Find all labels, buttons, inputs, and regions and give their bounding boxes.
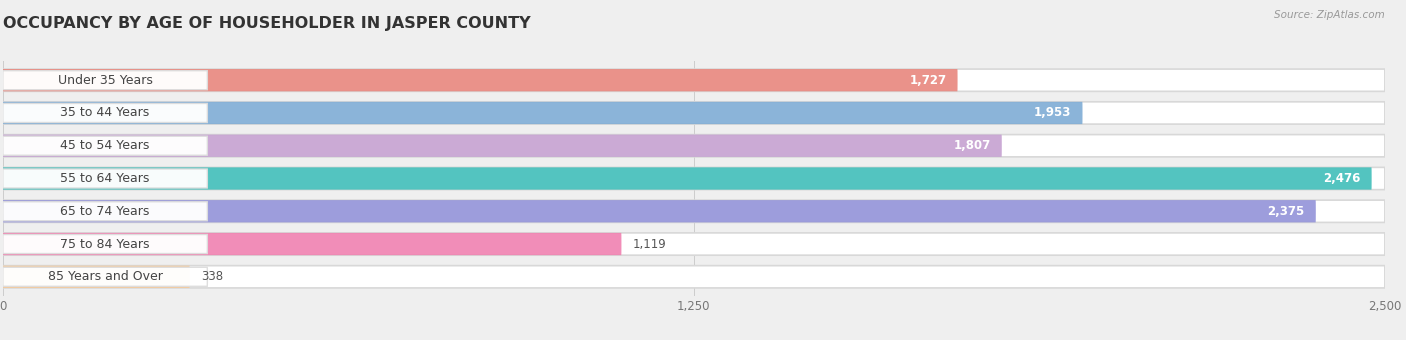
FancyBboxPatch shape	[3, 200, 1385, 222]
FancyBboxPatch shape	[3, 202, 207, 221]
FancyBboxPatch shape	[3, 136, 207, 155]
FancyBboxPatch shape	[3, 233, 1385, 255]
Text: Source: ZipAtlas.com: Source: ZipAtlas.com	[1274, 10, 1385, 20]
FancyBboxPatch shape	[3, 69, 957, 91]
FancyBboxPatch shape	[3, 169, 207, 188]
FancyBboxPatch shape	[3, 135, 1385, 157]
Text: 55 to 64 Years: 55 to 64 Years	[60, 172, 150, 185]
FancyBboxPatch shape	[3, 102, 1385, 124]
Text: Under 35 Years: Under 35 Years	[58, 74, 152, 87]
FancyBboxPatch shape	[3, 103, 207, 122]
FancyBboxPatch shape	[3, 267, 207, 286]
Text: OCCUPANCY BY AGE OF HOUSEHOLDER IN JASPER COUNTY: OCCUPANCY BY AGE OF HOUSEHOLDER IN JASPE…	[3, 16, 530, 31]
Text: 338: 338	[201, 270, 224, 283]
FancyBboxPatch shape	[3, 233, 621, 255]
FancyBboxPatch shape	[3, 167, 1372, 190]
FancyBboxPatch shape	[3, 266, 1385, 288]
Text: 65 to 74 Years: 65 to 74 Years	[60, 205, 150, 218]
FancyBboxPatch shape	[3, 235, 207, 254]
Text: 85 Years and Over: 85 Years and Over	[48, 270, 163, 283]
Text: 2,375: 2,375	[1267, 205, 1305, 218]
Text: 1,807: 1,807	[953, 139, 991, 152]
Text: 2,476: 2,476	[1323, 172, 1361, 185]
Text: 45 to 54 Years: 45 to 54 Years	[60, 139, 150, 152]
FancyBboxPatch shape	[3, 135, 1002, 157]
FancyBboxPatch shape	[3, 200, 1316, 222]
FancyBboxPatch shape	[3, 71, 207, 90]
Text: 1,119: 1,119	[633, 238, 666, 251]
FancyBboxPatch shape	[3, 102, 1083, 124]
Text: 1,953: 1,953	[1033, 106, 1071, 119]
Text: 75 to 84 Years: 75 to 84 Years	[60, 238, 150, 251]
Text: 1,727: 1,727	[910, 74, 946, 87]
FancyBboxPatch shape	[3, 266, 190, 288]
FancyBboxPatch shape	[3, 69, 1385, 91]
FancyBboxPatch shape	[3, 167, 1385, 190]
Text: 35 to 44 Years: 35 to 44 Years	[60, 106, 149, 119]
